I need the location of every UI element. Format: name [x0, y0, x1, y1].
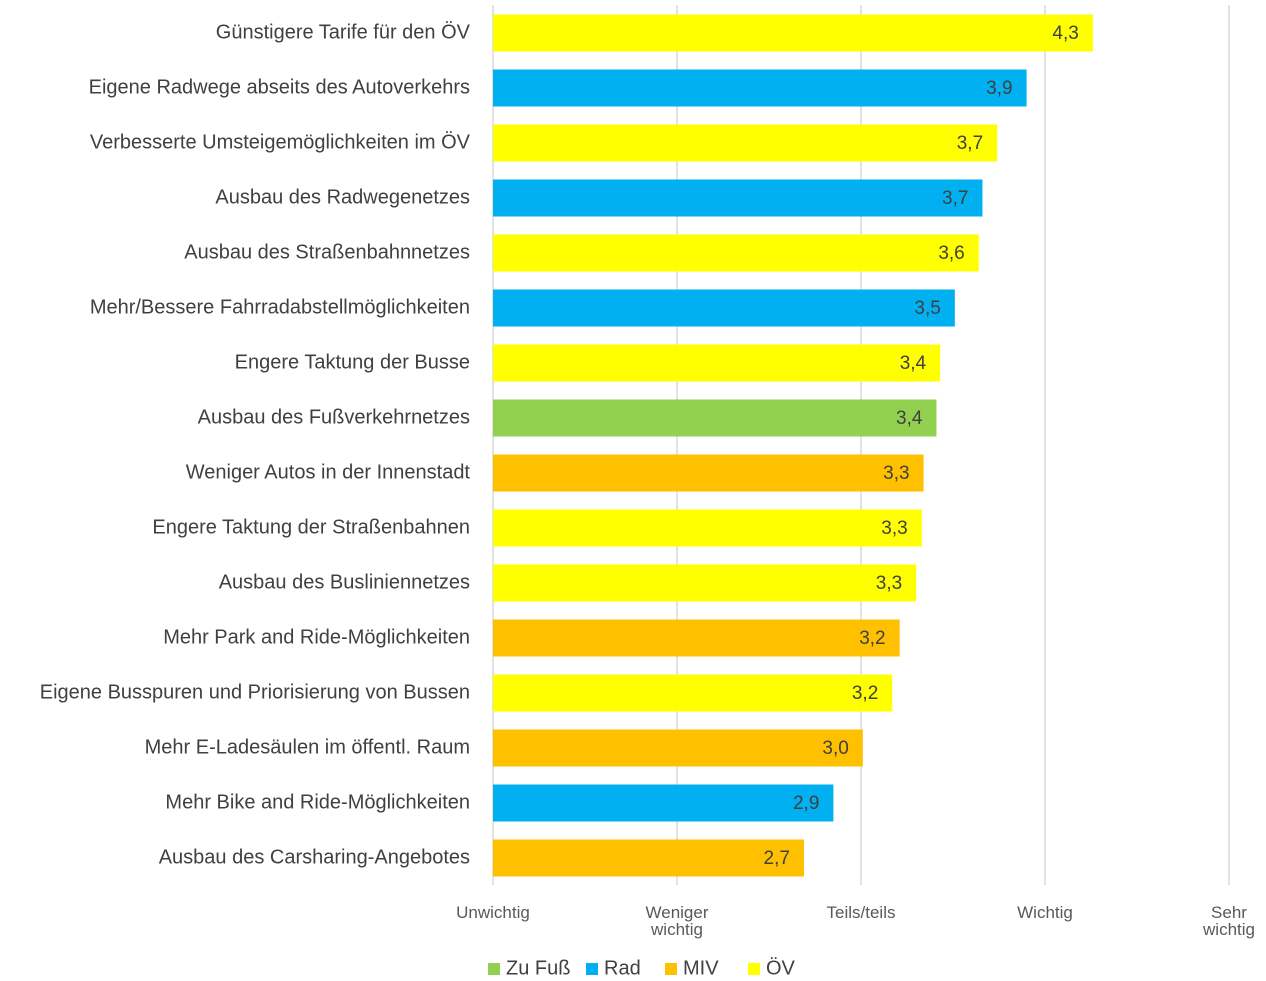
value-label: 3,9: [986, 78, 1012, 99]
value-label: 3,4: [900, 353, 927, 374]
category-label: Eigene Busspuren und Priorisierung von B…: [40, 681, 470, 703]
value-label: 3,2: [859, 628, 885, 649]
category-label: Mehr Park and Ride-Möglichkeiten: [163, 626, 470, 648]
legend-label: Zu Fuß: [506, 957, 570, 979]
value-label: 2,9: [793, 793, 819, 814]
category-label: Mehr E-Ladesäulen im öffentl. Raum: [145, 736, 470, 758]
value-label: 3,3: [883, 463, 909, 484]
category-label: Günstigere Tarife für den ÖV: [216, 21, 471, 43]
value-label: 3,3: [881, 518, 907, 539]
value-label: 3,6: [938, 243, 964, 264]
bar: [493, 784, 834, 822]
category-label: Verbesserte Umsteigemöglichkeiten im ÖV: [90, 131, 471, 153]
bar: [493, 839, 804, 877]
legend-swatch: [488, 963, 500, 975]
x-tick-label: Unwichtig: [456, 903, 530, 922]
x-tick-label: Sehr wichtig: [1203, 903, 1255, 939]
bar: [493, 454, 924, 492]
category-label: Ausbau des Carsharing-Angebotes: [159, 846, 470, 868]
category-label: Eigene Radwege abseits des Autoverkehrs: [89, 76, 470, 98]
legend-label: ÖV: [766, 957, 796, 979]
value-label: 4,3: [1052, 23, 1078, 44]
bar: [493, 344, 941, 382]
x-tick-label: Wichtig: [1017, 903, 1073, 922]
legend-label: Rad: [604, 957, 641, 979]
value-label: 3,5: [914, 298, 940, 319]
value-label: 3,3: [876, 573, 902, 594]
bar: [493, 509, 922, 547]
category-label: Ausbau des Radwegenetzes: [215, 186, 470, 208]
legend-swatch: [665, 963, 677, 975]
x-tick-label: Weniger wichtig: [645, 903, 709, 939]
value-label: 3,7: [942, 188, 968, 209]
category-label: Engere Taktung der Busse: [235, 351, 470, 373]
category-label: Engere Taktung der Straßenbahnen: [152, 516, 470, 538]
bar: [493, 69, 1027, 107]
legend-swatch: [748, 963, 760, 975]
bar: [493, 234, 979, 272]
bar: [493, 564, 917, 602]
bar: [493, 14, 1093, 52]
category-label: Ausbau des Busliniennetzes: [219, 571, 470, 593]
bar: [493, 289, 955, 327]
bar: [493, 619, 900, 657]
value-label: 3,7: [957, 133, 983, 154]
bar: [493, 124, 998, 162]
bar: [493, 674, 893, 712]
category-label: Mehr Bike and Ride-Möglichkeiten: [165, 791, 470, 813]
value-label: 3,2: [852, 683, 878, 704]
bar: [493, 729, 863, 767]
legend-swatch: [586, 963, 598, 975]
value-label: 3,4: [896, 408, 923, 429]
x-tick-label: Teils/teils: [826, 903, 896, 922]
category-label: Ausbau des Straßenbahnnetzes: [184, 241, 470, 263]
legend-label: MIV: [683, 957, 719, 979]
category-label: Mehr/Bessere Fahrradabstellmöglichkeiten: [90, 296, 470, 318]
category-label: Weniger Autos in der Innenstadt: [186, 461, 471, 483]
value-label: 3,0: [822, 738, 848, 759]
bar: [493, 179, 983, 217]
bar: [493, 399, 937, 437]
value-label: 2,7: [764, 848, 790, 869]
category-label: Ausbau des Fußverkehrnetzes: [198, 406, 470, 428]
